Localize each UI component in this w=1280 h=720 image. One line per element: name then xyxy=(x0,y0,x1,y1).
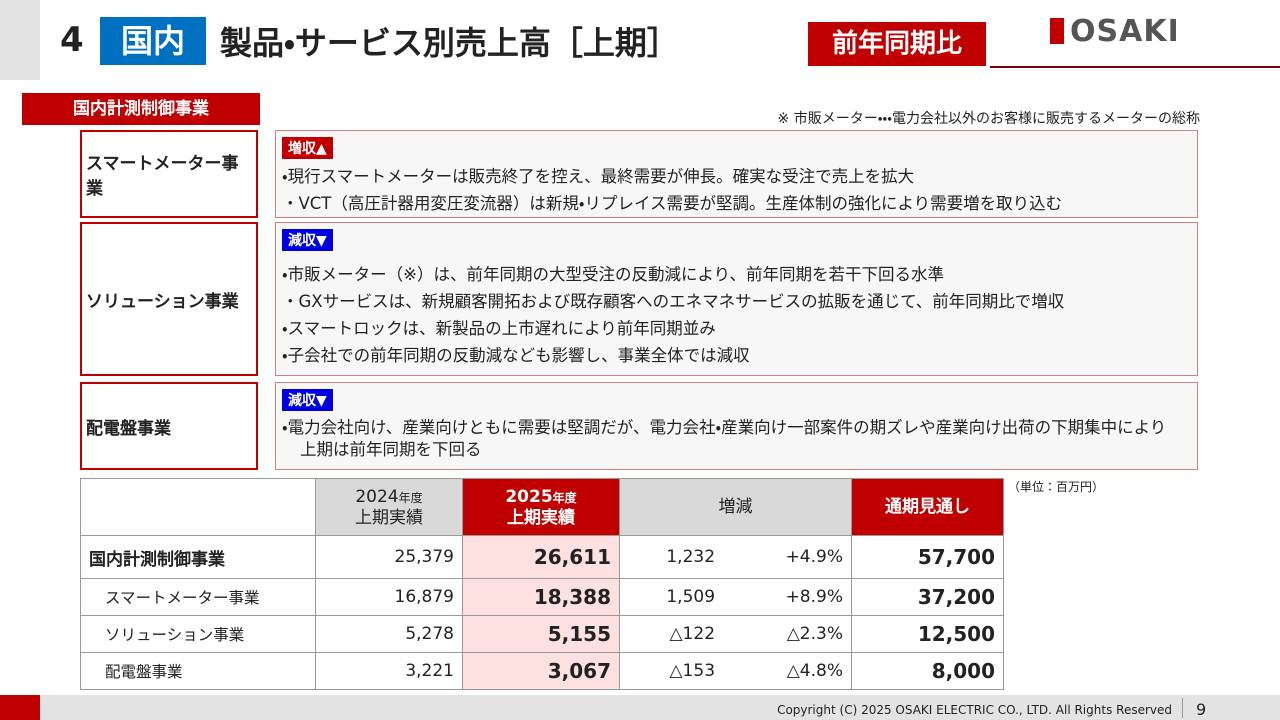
trend-tag: 増収▲ xyxy=(282,137,333,159)
cell: 3,067 xyxy=(462,652,620,690)
cell: 57,700 xyxy=(851,535,1004,579)
badge: 前年同期比 xyxy=(808,22,986,66)
bullet-point: VCT（高圧計器用変圧変流器）は新規・リプレイス需要が堅調。生産体制の強化により… xyxy=(282,190,1170,217)
year: 2024 xyxy=(355,486,399,507)
section-label: 国内計測制御事業 xyxy=(22,93,260,125)
cell: △4.8% xyxy=(745,652,853,690)
segment-box: 減収▼ 市販メーター（※）は、前年同期の大型受注の反動減により、前年同期を若干下回… xyxy=(275,222,1198,376)
cell: 16,879 xyxy=(315,578,463,616)
column-header: 2025年度 上期実績 xyxy=(462,478,620,536)
page-number: 9 xyxy=(1196,700,1207,719)
column-header: 増減 xyxy=(619,478,852,536)
corner-cell xyxy=(80,478,316,536)
cell: 1,509 xyxy=(619,578,746,616)
footer-bar xyxy=(0,695,1280,720)
header-rule xyxy=(990,66,1280,68)
cell: +4.9% xyxy=(745,535,853,579)
bullet-point: 市販メーター（※）は、前年同期の大型受注の反動減により、前年同期を若干下回る水準 xyxy=(282,261,1170,288)
cell: △153 xyxy=(619,652,746,690)
bullet-point: GXサービスは、新規顧客開拓および既存顧客へのエネマネサービスの拡販を通じて、前… xyxy=(282,288,1170,315)
header-strip xyxy=(0,0,40,80)
header-label: 通期見通し xyxy=(885,497,970,517)
year: 2025 xyxy=(505,486,553,507)
table-row: ソリューション事業 5,278 5,155 △122 △2.3% 12,500 xyxy=(80,615,1004,653)
cell: △122 xyxy=(619,615,746,653)
header-label: 増減 xyxy=(718,497,753,517)
bullet-point: 現行スマートメーターは販売終了を控え、最終需要が伸長。確実な受注で売上を拡大 xyxy=(282,163,1170,190)
table-row: スマートメーター事業 16,879 18,388 1,509 +8.9% 37,200 xyxy=(80,578,1004,616)
note: ※ 市販メーター・・・電力会社以外のお客様に販売するメーターの総称 xyxy=(777,111,1200,127)
segment-name: 配電盤事業 xyxy=(80,382,258,470)
bullet-point: 電力会社向け、産業向けともに需要は堅調だが、電力会社・産業向け一部案件の期ズレや… xyxy=(282,417,1170,461)
column-header: 2024年度 上期実績 xyxy=(315,478,463,536)
cell: 1,232 xyxy=(619,535,746,579)
row-name: スマートメーター事業 xyxy=(80,578,316,616)
cell: +8.9% xyxy=(745,578,853,616)
cell: △2.3% xyxy=(745,615,853,653)
cell: 18,388 xyxy=(462,578,620,616)
header-year: 2025年度 xyxy=(471,487,611,508)
sales-table: 2024年度 上期実績 2025年度 上期実績 増減 通期見通し 国内計測制御事業 25,37… xyxy=(80,478,1004,690)
cell: 12,500 xyxy=(851,615,1004,653)
year-suffix: 年度 xyxy=(552,490,577,505)
trend-tag: 減収▼ xyxy=(282,229,333,251)
table-row: 国内計測制御事業 25,379 26,611 1,232 +4.9% 57,700 xyxy=(80,535,1004,579)
logo: OSAKI xyxy=(1050,14,1180,49)
header-label: 上期実績 xyxy=(355,507,423,528)
header-row: 2024年度 上期実績 2025年度 上期実績 増減 通期見通し xyxy=(80,478,1004,536)
table-row: 配電盤事業 3,221 3,067 △153 △4.8% 8,000 xyxy=(80,652,1004,690)
cell: 5,278 xyxy=(315,615,463,653)
row-name: ソリューション事業 xyxy=(80,615,316,653)
cell: 8,000 xyxy=(851,652,1004,690)
row-name: 配電盤事業 xyxy=(80,652,316,690)
segment-box: 増収▲ 現行スマートメーターは販売終了を控え、最終需要が伸長。確実な受注で売上を拡… xyxy=(275,130,1198,218)
slide-number: 4 xyxy=(60,20,84,60)
cell: 26,611 xyxy=(462,535,620,579)
trend-tag: 減収▼ xyxy=(282,389,333,411)
unit: （単位：百万円） xyxy=(1008,480,1105,494)
divider xyxy=(1182,698,1183,718)
row-name: 国内計測制御事業 xyxy=(80,535,316,579)
cell: 25,379 xyxy=(315,535,463,579)
copyright: Copyright (C) 2025 OSAKI ELECTRIC CO., L… xyxy=(777,703,1172,717)
segment-name: スマートメーター事業 xyxy=(80,130,258,218)
slide-title: 製品・サービス別売上高［上期］ xyxy=(220,24,679,62)
bullet-point: 子会社での前年同期の反動減なども影響し、事業全体では減収 xyxy=(282,342,1170,369)
cell: 5,155 xyxy=(462,615,620,653)
header-year: 2024年度 xyxy=(324,487,454,508)
bullet-point: スマートロックは、新製品の上市遅れにより前年同期並み xyxy=(282,315,1170,342)
region-tag: 国内 xyxy=(100,17,206,65)
column-header: 通期見通し xyxy=(851,478,1004,536)
cell: 3,221 xyxy=(315,652,463,690)
segment-name: ソリューション事業 xyxy=(80,222,258,376)
segment-box: 減収▼ 電力会社向け、産業向けともに需要は堅調だが、電力会社・産業向け一部案件の期… xyxy=(275,382,1198,470)
header-label: 上期実績 xyxy=(507,507,575,528)
cell: 37,200 xyxy=(851,578,1004,616)
year-suffix: 年度 xyxy=(398,490,423,505)
